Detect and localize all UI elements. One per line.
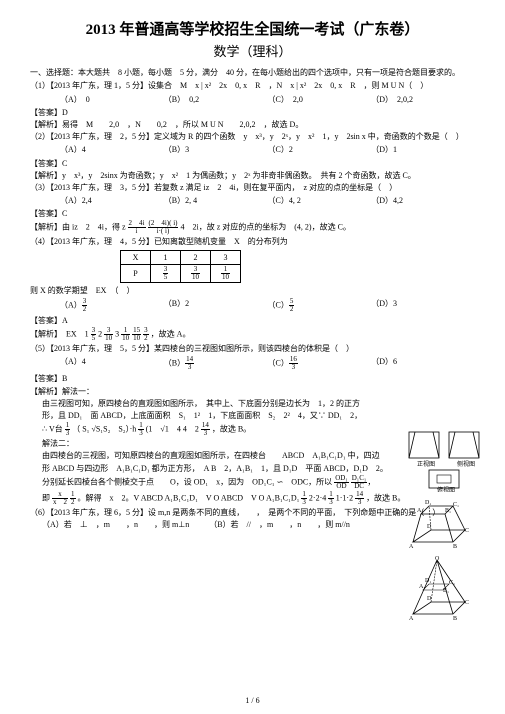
- q2-B: （B）3: [164, 144, 268, 155]
- svg-text:C: C: [465, 528, 469, 534]
- q3-options: （A）2,4 （B）2, 4 （C）4, 2 （D）4,2: [60, 195, 475, 206]
- svg-text:D: D: [427, 524, 432, 530]
- figures: 正视图 侧视图 俯视图 A B C D A₁ B₁ C₁ D₁ O A B C D A₁ B₁…: [407, 430, 487, 628]
- q5-stem: （5）【2013 年广东，理 5，5 分】某四棱台的三视图如图所示，则该四棱台的…: [30, 343, 475, 354]
- q5-options: （A）4 （B）143 （C）163 （D）6: [60, 356, 475, 371]
- cell: P: [121, 264, 151, 282]
- q2-answer: 【答案】C: [30, 158, 475, 169]
- q4-stem: （4）【2013 年广东，理 4，5 分】已知离散型随机变量 X 的分布列为: [30, 236, 475, 247]
- q3-answer: 【答案】C: [30, 208, 475, 219]
- q3-exp-r: 4 2i，故 z 对应的点的坐标为 (4, 2)，故选 C。: [180, 223, 350, 232]
- svg-text:B: B: [453, 544, 457, 550]
- page-footer: 1 / 6: [0, 695, 505, 706]
- q1-D: （D） 2,0,2: [371, 94, 475, 105]
- q5-A: （A）4: [60, 356, 164, 371]
- q1-explain: 【解析】易得 M 2,0 ，N 0,2 ，所以 M U N 2,0,2 ，故选 …: [30, 119, 475, 130]
- q2-A: （A）4: [60, 144, 164, 155]
- q3-B: （B）2, 4: [164, 195, 268, 206]
- frustum-icon: A B C D A₁ B₁ C₁ D₁: [407, 496, 477, 552]
- q2-options: （A）4 （B）3 （C）2 （D）1: [60, 144, 475, 155]
- q3-D: （D）4,2: [371, 195, 475, 206]
- q4-mid: 则 X 的数学期望 EX （ ）: [30, 285, 475, 296]
- q3-A: （A）2,4: [60, 195, 164, 206]
- svg-text:正视图: 正视图: [417, 460, 435, 468]
- svg-text:B: B: [453, 616, 457, 622]
- q2-stem: （2）【2013 年广东，理 2，5 分】定义域为 R 的四个函数 y x³，y…: [30, 131, 475, 142]
- pyramid-icon: O A B C D A₁ B₁ C₁ D₁: [407, 556, 477, 624]
- q4-table: X 1 2 3 P 35 310 110: [120, 250, 241, 283]
- svg-text:A: A: [409, 544, 414, 550]
- frac: (2 4i)( i)i·( i): [148, 220, 179, 235]
- svg-text:D₁: D₁: [425, 500, 431, 506]
- q4-B: （B）2: [164, 298, 268, 313]
- svg-text:俯视图: 俯视图: [437, 486, 455, 492]
- q1-options: （A） 0 （B） 0,2 （C） 2,0 （D） 2,0,2: [60, 94, 475, 105]
- q4-C: （C）52: [268, 298, 372, 313]
- q5-B: （B）143: [164, 356, 268, 371]
- svg-text:A: A: [409, 616, 414, 622]
- svg-text:C₁: C₁: [453, 502, 459, 508]
- page-subtitle: 数学（理科）: [30, 43, 475, 61]
- cell: 310: [181, 264, 211, 282]
- q4-D: （D）3: [371, 298, 475, 313]
- q1-A: （A） 0: [60, 94, 164, 105]
- q1-stem: （1）【2013 年广东，理 1，5 分】设集合 M x | x² 2x 0, …: [30, 80, 475, 91]
- three-view-icon: 正视图 侧视图 俯视图: [407, 430, 485, 492]
- cell: 2: [181, 250, 211, 264]
- q3-exp-l: 【解析】由 iz 2 4i，得 z: [30, 223, 126, 232]
- q5-answer: 【答案】B: [30, 373, 475, 384]
- svg-text:B₁: B₁: [445, 508, 451, 514]
- svg-text:D: D: [427, 596, 432, 602]
- q5-C: （C）163: [268, 356, 372, 371]
- q1-C: （C） 2,0: [268, 94, 372, 105]
- q3-C: （C）4, 2: [268, 195, 372, 206]
- page-title: 2013 年普通高等学校招生全国统一考试（广东卷）: [30, 20, 475, 41]
- svg-text:B₁: B₁: [443, 588, 449, 594]
- q5-l2: 形，且 DD₁ 面 ABCD，上底面面积 S₁ 1² 1，下底面面积 S₂ 2²…: [30, 410, 475, 421]
- cell: 35: [151, 264, 181, 282]
- q5-h1: 【解析】解法一：: [30, 386, 475, 397]
- q4-A: （A）32: [60, 298, 164, 313]
- q3-stem: （3）【2013 年广东，理 3，5 分】若复数 z 满足 iz 2 4i，则在…: [30, 182, 475, 193]
- q4-explain: 【解析】 EX 1 35 2 310 3 110 1510 32 ，故选 A。: [30, 327, 475, 342]
- svg-text:侧视图: 侧视图: [457, 460, 475, 468]
- svg-text:C: C: [465, 600, 469, 606]
- svg-text:O: O: [435, 556, 440, 562]
- q3-explain: 【解析】由 iz 2 4i，得 z 2 4ii (2 4i)( i)i·( i)…: [30, 220, 475, 235]
- q1-B: （B） 0,2: [164, 94, 268, 105]
- cell: 3: [211, 250, 241, 264]
- q4-options: （A）32 （B）2 （C）52 （D）3: [60, 298, 475, 313]
- q4-exp-l: 【解析】 EX 1: [30, 330, 89, 339]
- section-heading: 一、选择题：本大题共 8 小题，每小题 5 分，满分 40 分，在每小题给出的四…: [30, 67, 475, 78]
- svg-text:A₁: A₁: [419, 584, 425, 590]
- cell: 110: [211, 264, 241, 282]
- q1-answer: 【答案】D: [30, 107, 475, 118]
- q2-explain: 【解析】y x³，y 2sinx 为奇函数；y x² 1 为偶函数；y 2ˣ 为…: [30, 170, 475, 181]
- svg-text:A₁: A₁: [417, 508, 423, 514]
- cell: 1: [151, 250, 181, 264]
- q4-answer: 【答案】A: [30, 315, 475, 326]
- q2-D: （D）1: [371, 144, 475, 155]
- cell: X: [121, 250, 151, 264]
- svg-text:C₁: C₁: [449, 580, 455, 586]
- q4-exp-r: ，故选 A。: [151, 330, 191, 339]
- frac: 2 4ii: [128, 220, 146, 235]
- q2-C: （C）2: [268, 144, 372, 155]
- q5-l1: 由三视图可知，原四棱台的直观图如图所示， 其中上、下底面分别是边长为 1，2 的…: [30, 398, 475, 409]
- q5-D: （D）6: [371, 356, 475, 371]
- svg-text:D₁: D₁: [425, 578, 431, 584]
